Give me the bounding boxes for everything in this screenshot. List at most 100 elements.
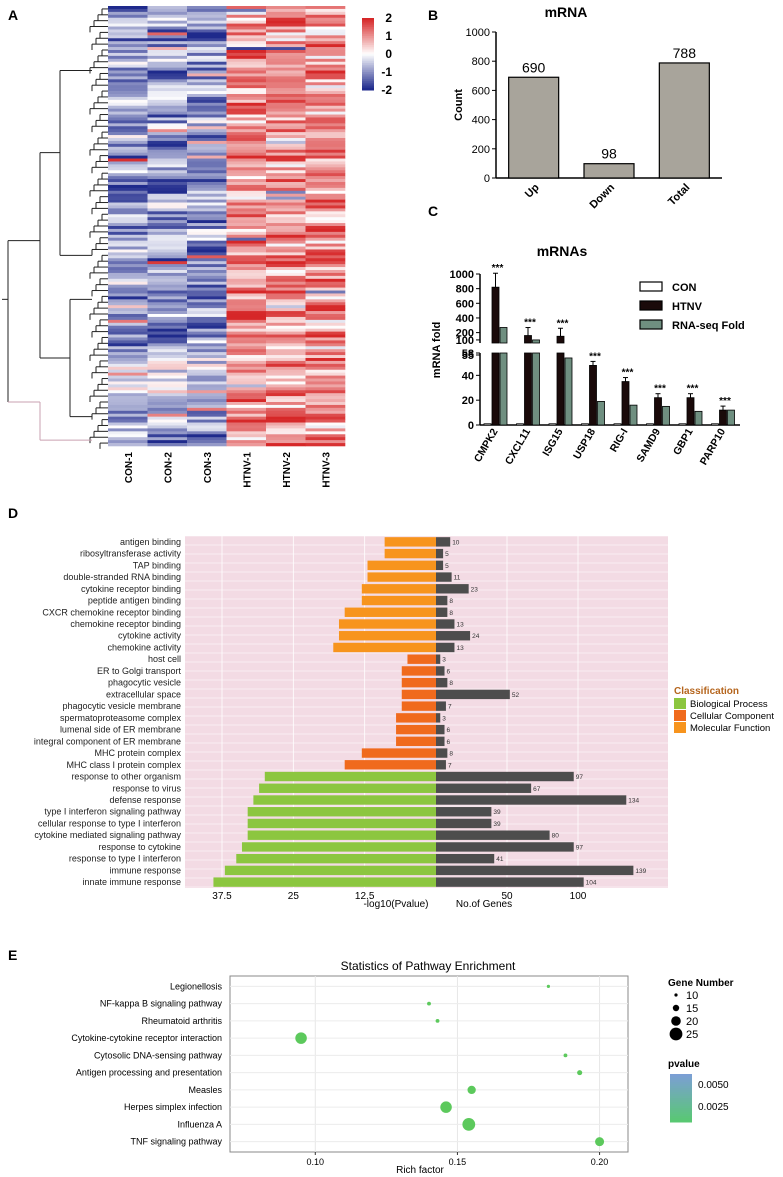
heatmap-cell [108, 275, 148, 280]
heatmap-cell [147, 305, 188, 309]
heatmap-cell [226, 390, 267, 394]
heatmap-cell [305, 308, 346, 312]
heatmap-cell [305, 390, 346, 394]
heatmap-cell [147, 407, 188, 412]
chart-e-pathway-label: Antigen processing and presentation [76, 1068, 222, 1078]
heatmap-cell [226, 358, 267, 362]
heatmap-cell [108, 264, 148, 268]
chart-e-color-legend-swatch [670, 1120, 692, 1123]
heatmap-cell [187, 73, 227, 77]
heatmap-cell [187, 264, 227, 268]
heatmap-cell [108, 296, 148, 300]
heatmap-cell [266, 434, 306, 438]
heatmap-cell [226, 296, 267, 300]
heatmap-cell [226, 152, 267, 156]
heatmap-cell [226, 440, 267, 444]
heatmap-cell [226, 14, 267, 19]
legend-swatch [362, 70, 374, 73]
legend-swatch [362, 41, 374, 44]
heatmap-cell [305, 319, 346, 324]
heatmap-cell [226, 258, 267, 262]
heatmap-cell [266, 32, 306, 36]
heatmap-cell [266, 38, 306, 42]
heatmap-cell [147, 85, 188, 89]
chart-e-point [577, 1070, 583, 1076]
heatmap-cell [147, 375, 188, 379]
heatmap-cell [108, 352, 148, 356]
heatmap-cell [305, 311, 346, 315]
heatmap-cell [305, 88, 346, 92]
heatmap-cell [108, 199, 148, 203]
heatmap-cell [266, 88, 306, 92]
chart-d-genes-label: 8 [449, 751, 453, 758]
chart-d-term-label: response to type I interferon [69, 854, 181, 864]
chart-d-pvalue-bar [247, 807, 436, 817]
heatmap-cell [266, 23, 306, 27]
heatmap-cell [266, 11, 306, 16]
legend-swatch [362, 73, 374, 77]
heatmap-cell [147, 246, 188, 250]
chart-c-category-label: CMPK2 [472, 426, 501, 464]
heatmap-cell [108, 76, 148, 80]
heatmap-cell [187, 132, 227, 136]
heatmap-cell [187, 6, 227, 10]
heatmap-cell [108, 85, 148, 89]
heatmap-cell [187, 220, 227, 224]
heatmap-cell [226, 334, 267, 338]
chart-d-genes-bar [436, 724, 445, 735]
chart-c-significance: *** [492, 263, 504, 274]
heatmap-cell [108, 290, 148, 294]
heatmap-cell [266, 343, 306, 347]
chart-d-genes-label: 7 [448, 704, 452, 711]
heatmap-cell [147, 272, 188, 277]
heatmap-cell [108, 343, 148, 347]
heatmap-cell [226, 305, 267, 309]
heatmap-cell [147, 82, 188, 86]
heatmap-cell [226, 73, 267, 77]
heatmap-cell [305, 149, 346, 153]
chart-b-value-label: 690 [522, 59, 546, 75]
legend-swatch [362, 82, 374, 86]
chart-e-xtick-label: 0.20 [591, 1157, 609, 1167]
heatmap-cell [226, 287, 267, 291]
heatmap-cell [147, 296, 188, 300]
chart-e-color-legend-swatch [670, 1086, 692, 1089]
heatmap-cell [305, 58, 346, 63]
heatmap-cell [266, 281, 306, 285]
heatmap-cell [147, 44, 188, 48]
heatmap-cell [305, 129, 346, 133]
chart-d-pvalue-bar [384, 548, 436, 559]
chart-d-genes-bar [436, 572, 452, 582]
heatmap-cell [108, 208, 148, 212]
heatmap-cell [266, 20, 306, 24]
legend-swatch [362, 19, 374, 23]
heatmap-cell [147, 281, 188, 285]
heatmap-cell [147, 360, 188, 365]
heatmap-cell [266, 390, 306, 394]
heatmap-cell [108, 158, 148, 162]
heatmap-cell [266, 393, 306, 397]
heatmap-cell [147, 346, 188, 350]
heatmap-column-label: CON-3 [203, 452, 214, 484]
heatmap-cell [305, 416, 346, 420]
legend-swatch [362, 63, 374, 66]
chart-c-ytick-label: 1000 [450, 269, 474, 281]
heatmap-cell [147, 416, 188, 420]
heatmap-cell [305, 94, 346, 98]
heatmap-cell [187, 299, 227, 303]
heatmap-cell [108, 205, 148, 209]
heatmap-cell [266, 440, 306, 444]
heatmap-cell [266, 214, 306, 218]
heatmap-cell [187, 167, 227, 171]
heatmap-cell [187, 425, 227, 429]
heatmap-cell [108, 340, 148, 344]
heatmap-cell [108, 384, 148, 388]
chart-d-pvalue-bar [361, 748, 436, 758]
heatmap-cell [108, 226, 148, 230]
heatmap-cell [226, 270, 267, 274]
heatmap-cell [187, 35, 227, 39]
heatmap-cell [226, 179, 267, 183]
heatmap-cell [108, 111, 148, 115]
heatmap-cell [226, 76, 267, 80]
